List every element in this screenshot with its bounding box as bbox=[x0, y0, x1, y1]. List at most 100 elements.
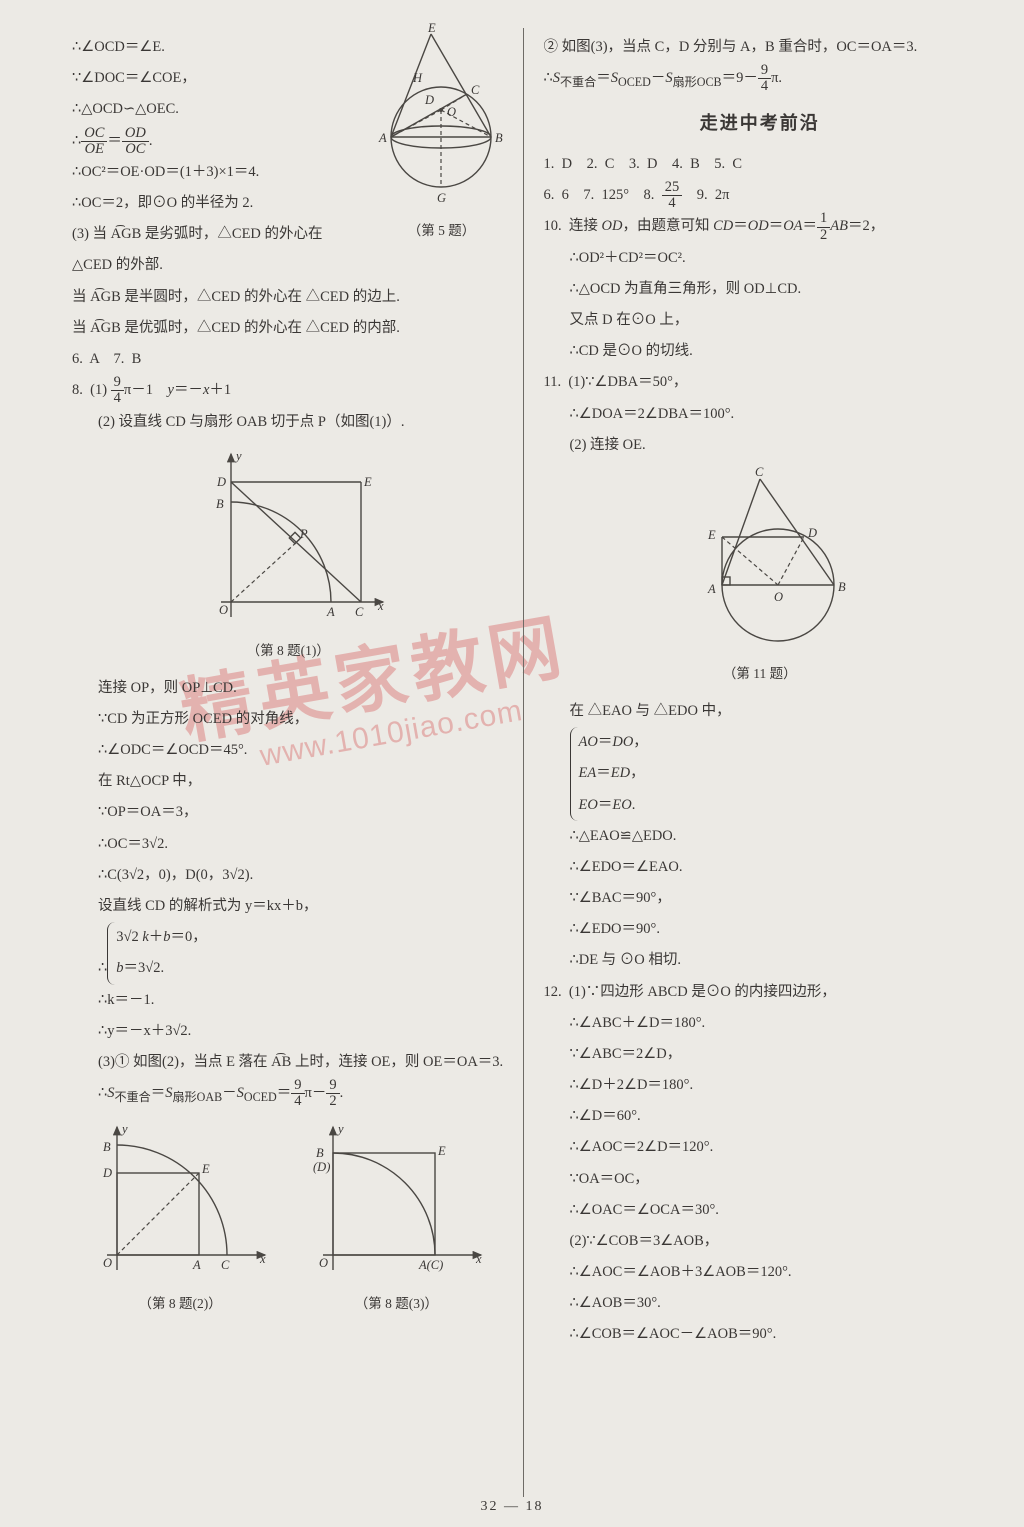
text-line: ∴∠EDO＝∠EAO. bbox=[544, 852, 977, 883]
text-line: 当 A͡GB 是半圆时，△CED 的外心在 △CED 的边上. bbox=[72, 282, 505, 313]
figure-5: E H C D O A B G （第 5 题） bbox=[367, 22, 517, 253]
svg-text:O: O bbox=[774, 590, 783, 604]
svg-text:D: D bbox=[807, 526, 817, 540]
text-line: ∴∠ODC＝∠OCD＝45°. bbox=[72, 735, 505, 766]
text-line: ∴∠OAC＝∠OCA＝30°. bbox=[544, 1195, 977, 1226]
svg-text:O: O bbox=[219, 603, 228, 617]
figure-5-caption: （第 5 题） bbox=[367, 216, 517, 245]
text-line: ∴∠ABC＋∠D＝180°. bbox=[544, 1008, 977, 1039]
text-line: ∵∠BAC＝90°， bbox=[544, 883, 977, 914]
text-line: ② 如图(3)，当点 C，D 分别与 A，B 重合时，OC＝OA＝3. bbox=[544, 32, 977, 63]
svg-text:x: x bbox=[259, 1252, 266, 1266]
svg-text:B: B bbox=[216, 497, 224, 511]
left-column: E H C D O A B G （第 5 题） ∴∠OCD＝∠E. ∵∠DOC＝… bbox=[72, 28, 523, 1497]
svg-text:O: O bbox=[319, 1256, 328, 1270]
text-line: △CED 的外部. bbox=[72, 250, 505, 281]
answer-6-9: 6. 6 7. 125° 8. 254 9. 2π bbox=[544, 180, 977, 211]
svg-text:C: C bbox=[471, 83, 480, 97]
page-footer: 32 — 18 bbox=[0, 1499, 1024, 1515]
answer-6-7: 6. A 7. B bbox=[72, 344, 505, 375]
text-line: (3)① 如图(2)，当点 E 落在 A͡B 上时，连接 OE，则 OE＝OA＝… bbox=[72, 1047, 505, 1078]
svg-text:E: E bbox=[363, 475, 372, 489]
answer-1-5: 1. D 2. C 3. D 4. B 5. C bbox=[544, 149, 977, 180]
svg-text:B: B bbox=[838, 580, 846, 594]
svg-text:y: y bbox=[234, 449, 242, 463]
text-line: 设直线 CD 的解析式为 y＝kx＋b， bbox=[72, 891, 505, 922]
svg-text:E: E bbox=[707, 528, 716, 542]
text-line: ∵CD 为正方形 OCED 的对角线， bbox=[72, 704, 505, 735]
text-line: 10. 连接 OD，由题意可知 CD＝OD＝OA＝12AB＝2， bbox=[544, 211, 977, 242]
text-line: ∴CD 是⊙O 的切线. bbox=[544, 336, 977, 367]
text-line: ∴∠DOA＝2∠DBA＝100°. bbox=[544, 399, 977, 430]
page: 精英家教网 www.1010jiao.com E H C D O bbox=[0, 0, 1024, 1527]
figure-11-caption: （第 11 题） bbox=[544, 659, 977, 688]
svg-text:G: G bbox=[437, 191, 446, 205]
text-line: ∴DE 与 ⊙O 相切. bbox=[544, 945, 977, 976]
section-heading: 走进中考前沿 bbox=[544, 104, 977, 143]
text-line: 8. (1) 94π－1 y＝－x＋1 bbox=[72, 375, 505, 406]
text-line: ∴∠AOC＝∠AOB＋3∠AOB＝120°. bbox=[544, 1257, 977, 1288]
figure-8-2: y x B D E O A C （第 8 题(2)） bbox=[85, 1115, 275, 1326]
svg-text:E: E bbox=[437, 1144, 446, 1158]
svg-text:(D): (D) bbox=[313, 1160, 330, 1174]
figure-11: C E D A O B （第 11 题） bbox=[544, 465, 977, 688]
text-line: ∵∠ABC＝2∠D， bbox=[544, 1039, 977, 1070]
svg-text:B: B bbox=[103, 1140, 111, 1154]
svg-text:y: y bbox=[336, 1122, 344, 1136]
svg-text:C: C bbox=[221, 1258, 230, 1272]
text-line: ∴∠EDO＝90°. bbox=[544, 914, 977, 945]
text-line: ∴∠D＝60°. bbox=[544, 1101, 977, 1132]
text-line: ∴∠D＋2∠D＝180°. bbox=[544, 1070, 977, 1101]
text-line: (2)∵∠COB＝3∠AOB， bbox=[544, 1226, 977, 1257]
figure-8-1: y x D B E P O A C （第 8 题(1)） bbox=[72, 442, 505, 665]
figure-8-1-caption: （第 8 题(1)） bbox=[72, 636, 505, 665]
text-line: 连接 OP，则 OP⊥CD. bbox=[72, 673, 505, 704]
text-line: ∴∠AOC＝2∠D＝120°. bbox=[544, 1132, 977, 1163]
text-line: ∵OA＝OC， bbox=[544, 1164, 977, 1195]
svg-text:D: D bbox=[424, 93, 434, 107]
text-line: 又点 D 在⊙O 上， bbox=[544, 305, 977, 336]
svg-text:A: A bbox=[378, 131, 387, 145]
svg-text:x: x bbox=[377, 599, 384, 613]
text-line: ∴OD²＋CD²＝OC². bbox=[544, 243, 977, 274]
svg-text:B: B bbox=[495, 131, 503, 145]
text-line: (2) 设直线 CD 与扇形 OAB 切于点 P（如图(1)）. bbox=[72, 407, 505, 438]
svg-text:P: P bbox=[299, 527, 308, 541]
text-line: 当 A͡GB 是优弧时，△CED 的外心在 △CED 的内部. bbox=[72, 313, 505, 344]
svg-text:y: y bbox=[120, 1122, 128, 1136]
svg-text:A(C): A(C) bbox=[418, 1258, 443, 1272]
text-line: ∴△EAO≌△EDO. bbox=[544, 821, 977, 852]
svg-text:D: D bbox=[102, 1166, 112, 1180]
figure-8-row: y x B D E O A C （第 8 题(2)） y bbox=[72, 1111, 505, 1330]
svg-text:H: H bbox=[412, 71, 423, 85]
svg-text:A: A bbox=[707, 582, 716, 596]
svg-text:O: O bbox=[447, 105, 456, 119]
text-line: ∴∠COB＝∠AOC－∠AOB＝90°. bbox=[544, 1319, 977, 1350]
text-line: ∴k＝－1. bbox=[72, 985, 505, 1016]
text-line: ∵OP＝OA＝3， bbox=[72, 797, 505, 828]
svg-text:A: A bbox=[192, 1258, 201, 1272]
text-line: ∴C(3√2，0)，D(0，3√2). bbox=[72, 860, 505, 891]
text-line: 12. (1)∵四边形 ABCD 是⊙O 的内接四边形， bbox=[544, 977, 977, 1008]
text-line: ∴S不重合＝S扇形OAB－SOCED＝94π－92. bbox=[72, 1078, 505, 1111]
svg-text:D: D bbox=[216, 475, 226, 489]
svg-text:C: C bbox=[755, 465, 764, 479]
text-line: AO＝DO，EA＝ED，EO＝EO. bbox=[544, 727, 977, 821]
svg-text:E: E bbox=[201, 1162, 210, 1176]
svg-text:E: E bbox=[427, 22, 436, 35]
text-line: ∴△OCD 为直角三角形，则 OD⊥CD. bbox=[544, 274, 977, 305]
svg-text:x: x bbox=[475, 1252, 482, 1266]
figure-8-3: y x B (D) E O A(C) （第 8 题(3)） bbox=[301, 1115, 491, 1326]
text-line: ∴3√2 k＋b＝0，b＝3√2. bbox=[72, 922, 505, 984]
right-column: ② 如图(3)，当点 C，D 分别与 A，B 重合时，OC＝OA＝3. ∴S不重… bbox=[523, 28, 977, 1497]
text-line: (2) 连接 OE. bbox=[544, 430, 977, 461]
svg-text:C: C bbox=[355, 605, 364, 619]
figure-8-3-caption: （第 8 题(3)） bbox=[301, 1289, 491, 1318]
figure-8-2-caption: （第 8 题(2)） bbox=[85, 1289, 275, 1318]
text-line: 在 △EAO 与 △EDO 中， bbox=[544, 696, 977, 727]
text-line: 在 Rt△OCP 中， bbox=[72, 766, 505, 797]
text-line: ∴∠AOB＝30°. bbox=[544, 1288, 977, 1319]
text-line: 11. (1)∵∠DBA＝50°， bbox=[544, 367, 977, 398]
svg-text:O: O bbox=[103, 1256, 112, 1270]
text-line: ∴S不重合＝SOCED－S扇形OCB＝9－94π. bbox=[544, 63, 977, 96]
